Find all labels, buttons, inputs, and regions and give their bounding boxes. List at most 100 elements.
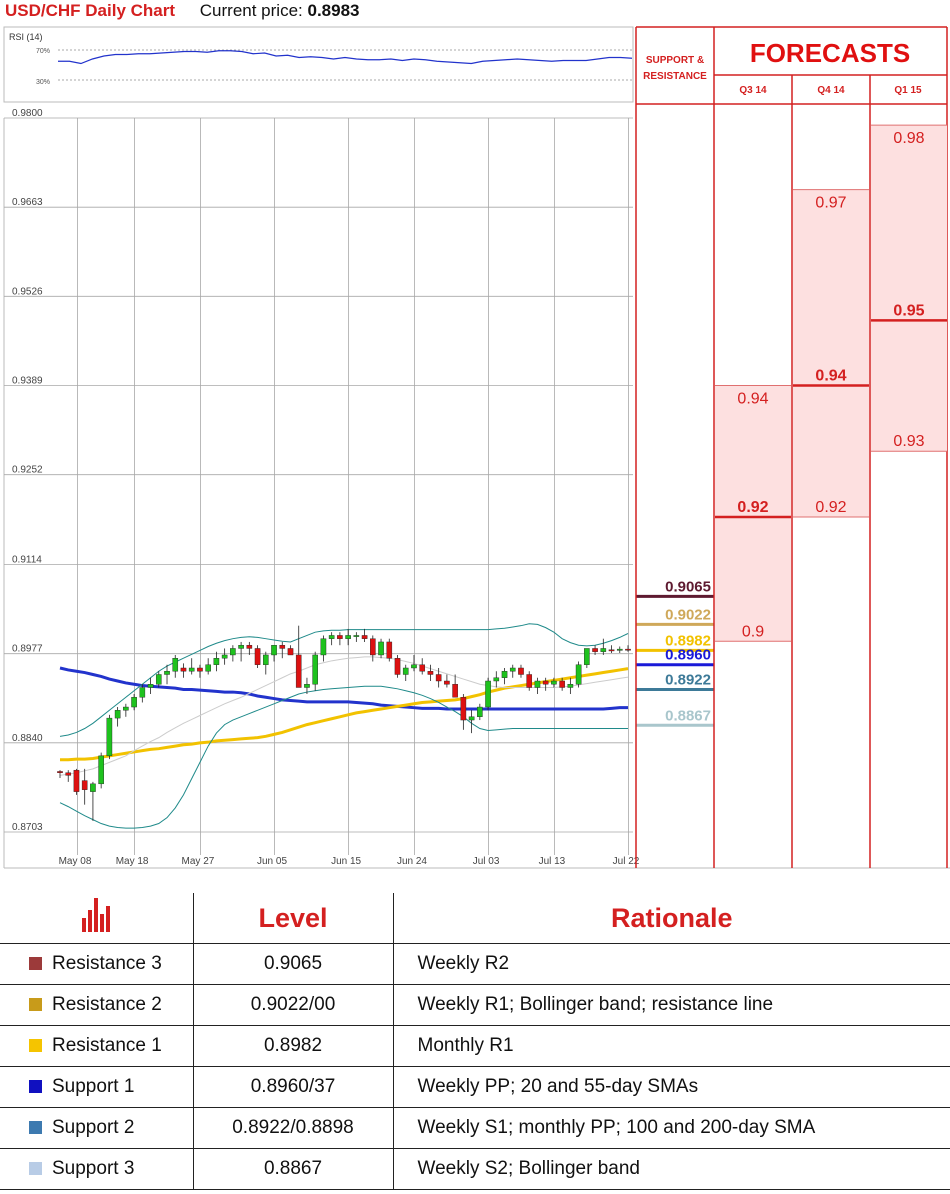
candle-body (147, 684, 154, 688)
candle-body (518, 667, 524, 675)
candle-body (370, 638, 376, 656)
candle-body (221, 654, 228, 659)
x-tick-label: Jul 03 (473, 856, 500, 867)
level-swatch (29, 957, 42, 970)
level-column-header: Level (193, 893, 394, 944)
levels-table: Level Rationale Resistance 3 0.9065 Weekly… (0, 893, 950, 1190)
x-tick-label: May 27 (182, 856, 215, 867)
indicator-lines (59, 623, 629, 829)
candle-body (567, 684, 574, 688)
candle-body (551, 680, 557, 685)
y-tick-label: 0.9663 (12, 197, 43, 208)
candle-body (188, 667, 195, 672)
forecast-range (715, 385, 791, 642)
candle-body (625, 648, 631, 651)
candle-body (131, 697, 137, 708)
level-name-cell: Resistance 1 (0, 1025, 194, 1067)
chart-canvas: RSI (14) 70% 30% 0.9800 0.9663 0.9526 0.938… (3, 26, 950, 869)
levels-row: Resistance 3 0.9065 Weekly R2 (0, 943, 950, 985)
level-value: 0.9065 (193, 943, 394, 985)
level-label: 0.9022 (665, 606, 711, 623)
rsi-level-70: 70% (36, 48, 50, 55)
level-name: Support 1 (52, 1076, 135, 1097)
forecast-mid-label: 0.95 (893, 302, 924, 319)
candle-body (172, 658, 179, 672)
level-rationale: Weekly R2 (393, 943, 950, 985)
forecasts-panel: SUPPORT & RESISTANCE FORECASTS Q3 14 Q4 … (635, 26, 948, 868)
level-swatch (29, 1162, 42, 1175)
level-swatch (29, 1039, 42, 1052)
forecast-ranges: 0.94 0.92 0.9 0.97 0.94 0.92 0.98 0.95 0.93 (715, 124, 947, 642)
level-swatch (29, 1121, 42, 1134)
candle-body (559, 680, 565, 688)
indicator-line (59, 666, 628, 711)
candle-body (452, 684, 458, 698)
level-name-cell: Resistance 3 (0, 943, 194, 985)
levels-row: Support 3 0.8867 Weekly S2; Bollinger band (0, 1148, 950, 1190)
indicator-line (60, 667, 629, 762)
y-tick-label: 0.9800 (12, 108, 43, 119)
level-rationale: Monthly R1 (393, 1025, 950, 1067)
level-value: 0.9022/00 (193, 984, 394, 1026)
y-tick-label: 0.8977 (12, 644, 43, 655)
forecast-mid-label: 0.94 (815, 368, 846, 385)
candle-body (485, 680, 491, 708)
x-tick-label: Jul 13 (539, 856, 566, 867)
y-tick-label: 0.8703 (12, 822, 43, 833)
candle-body (328, 635, 335, 639)
candle-body (65, 772, 72, 776)
forecast-low-label: 0.93 (893, 433, 924, 450)
forecast-range (871, 125, 947, 452)
level-label: 0.8960 (665, 647, 711, 664)
candle-body (287, 648, 294, 656)
candle-body (139, 687, 146, 698)
candle-body (180, 667, 187, 672)
rationale-column-header: Rationale (393, 893, 950, 944)
level-name: Resistance 3 (52, 953, 162, 974)
levels-row: Support 2 0.8922/0.8898 Weekly S1; monthly… (0, 1107, 950, 1149)
x-tick-label: May 18 (116, 856, 149, 867)
level-rationale: Weekly R1; Bollinger band; resistance li… (393, 984, 950, 1026)
level-name: Resistance 1 (52, 1035, 162, 1056)
level-name: Support 2 (52, 1117, 135, 1138)
candle-body (262, 654, 269, 665)
candle-body (345, 635, 351, 639)
x-grid: May 08 May 18 May 27 Jun 05 Jun 15 Jun 24 Jul … (59, 118, 640, 867)
level-name-cell: Support 3 (0, 1148, 194, 1190)
forecast-low-label: 0.92 (815, 499, 846, 516)
candle-body (477, 706, 483, 717)
candle-body (394, 658, 401, 675)
candle-body (114, 710, 121, 719)
candle-body (435, 674, 442, 682)
x-tick-label: Jul 22 (613, 856, 640, 867)
candle-body (386, 641, 393, 659)
candle-body (155, 674, 162, 685)
level-swatch (29, 998, 42, 1011)
candle-body (361, 635, 368, 639)
y-tick-label: 0.9389 (12, 376, 43, 387)
bar-chart-icon-cell (0, 893, 194, 944)
forecast-range (793, 189, 869, 517)
candle-body (279, 645, 286, 649)
candle-body (304, 684, 310, 688)
level-label: 0.8982 (665, 632, 711, 649)
levels-row: Resistance 2 0.9022/00 Weekly R1; Bollinge… (0, 984, 950, 1026)
forecast-high-label: 0.97 (815, 195, 846, 212)
candle-body (205, 664, 211, 672)
level-name: Resistance 2 (52, 994, 162, 1015)
level-rationale: Weekly S2; Bollinger band (393, 1148, 950, 1190)
candle-body (81, 780, 88, 790)
level-rationale: Weekly S1; monthly PP; 100 and 200-day S… (393, 1107, 950, 1149)
candle-body (271, 645, 277, 656)
y-tick-label: 0.9526 (12, 286, 43, 297)
indicator-line (59, 656, 629, 776)
y-tick-label: 0.8840 (12, 733, 43, 744)
level-value: 0.8922/0.8898 (193, 1107, 394, 1149)
candle-body (238, 645, 244, 649)
chart-header: USD/CHF Daily Chart Current price: 0.898… (5, 1, 359, 21)
y-tick-label: 0.9252 (12, 465, 43, 476)
candle-body (320, 638, 327, 656)
rsi-frame (3, 26, 634, 103)
price-label: Current price: (199, 1, 303, 20)
